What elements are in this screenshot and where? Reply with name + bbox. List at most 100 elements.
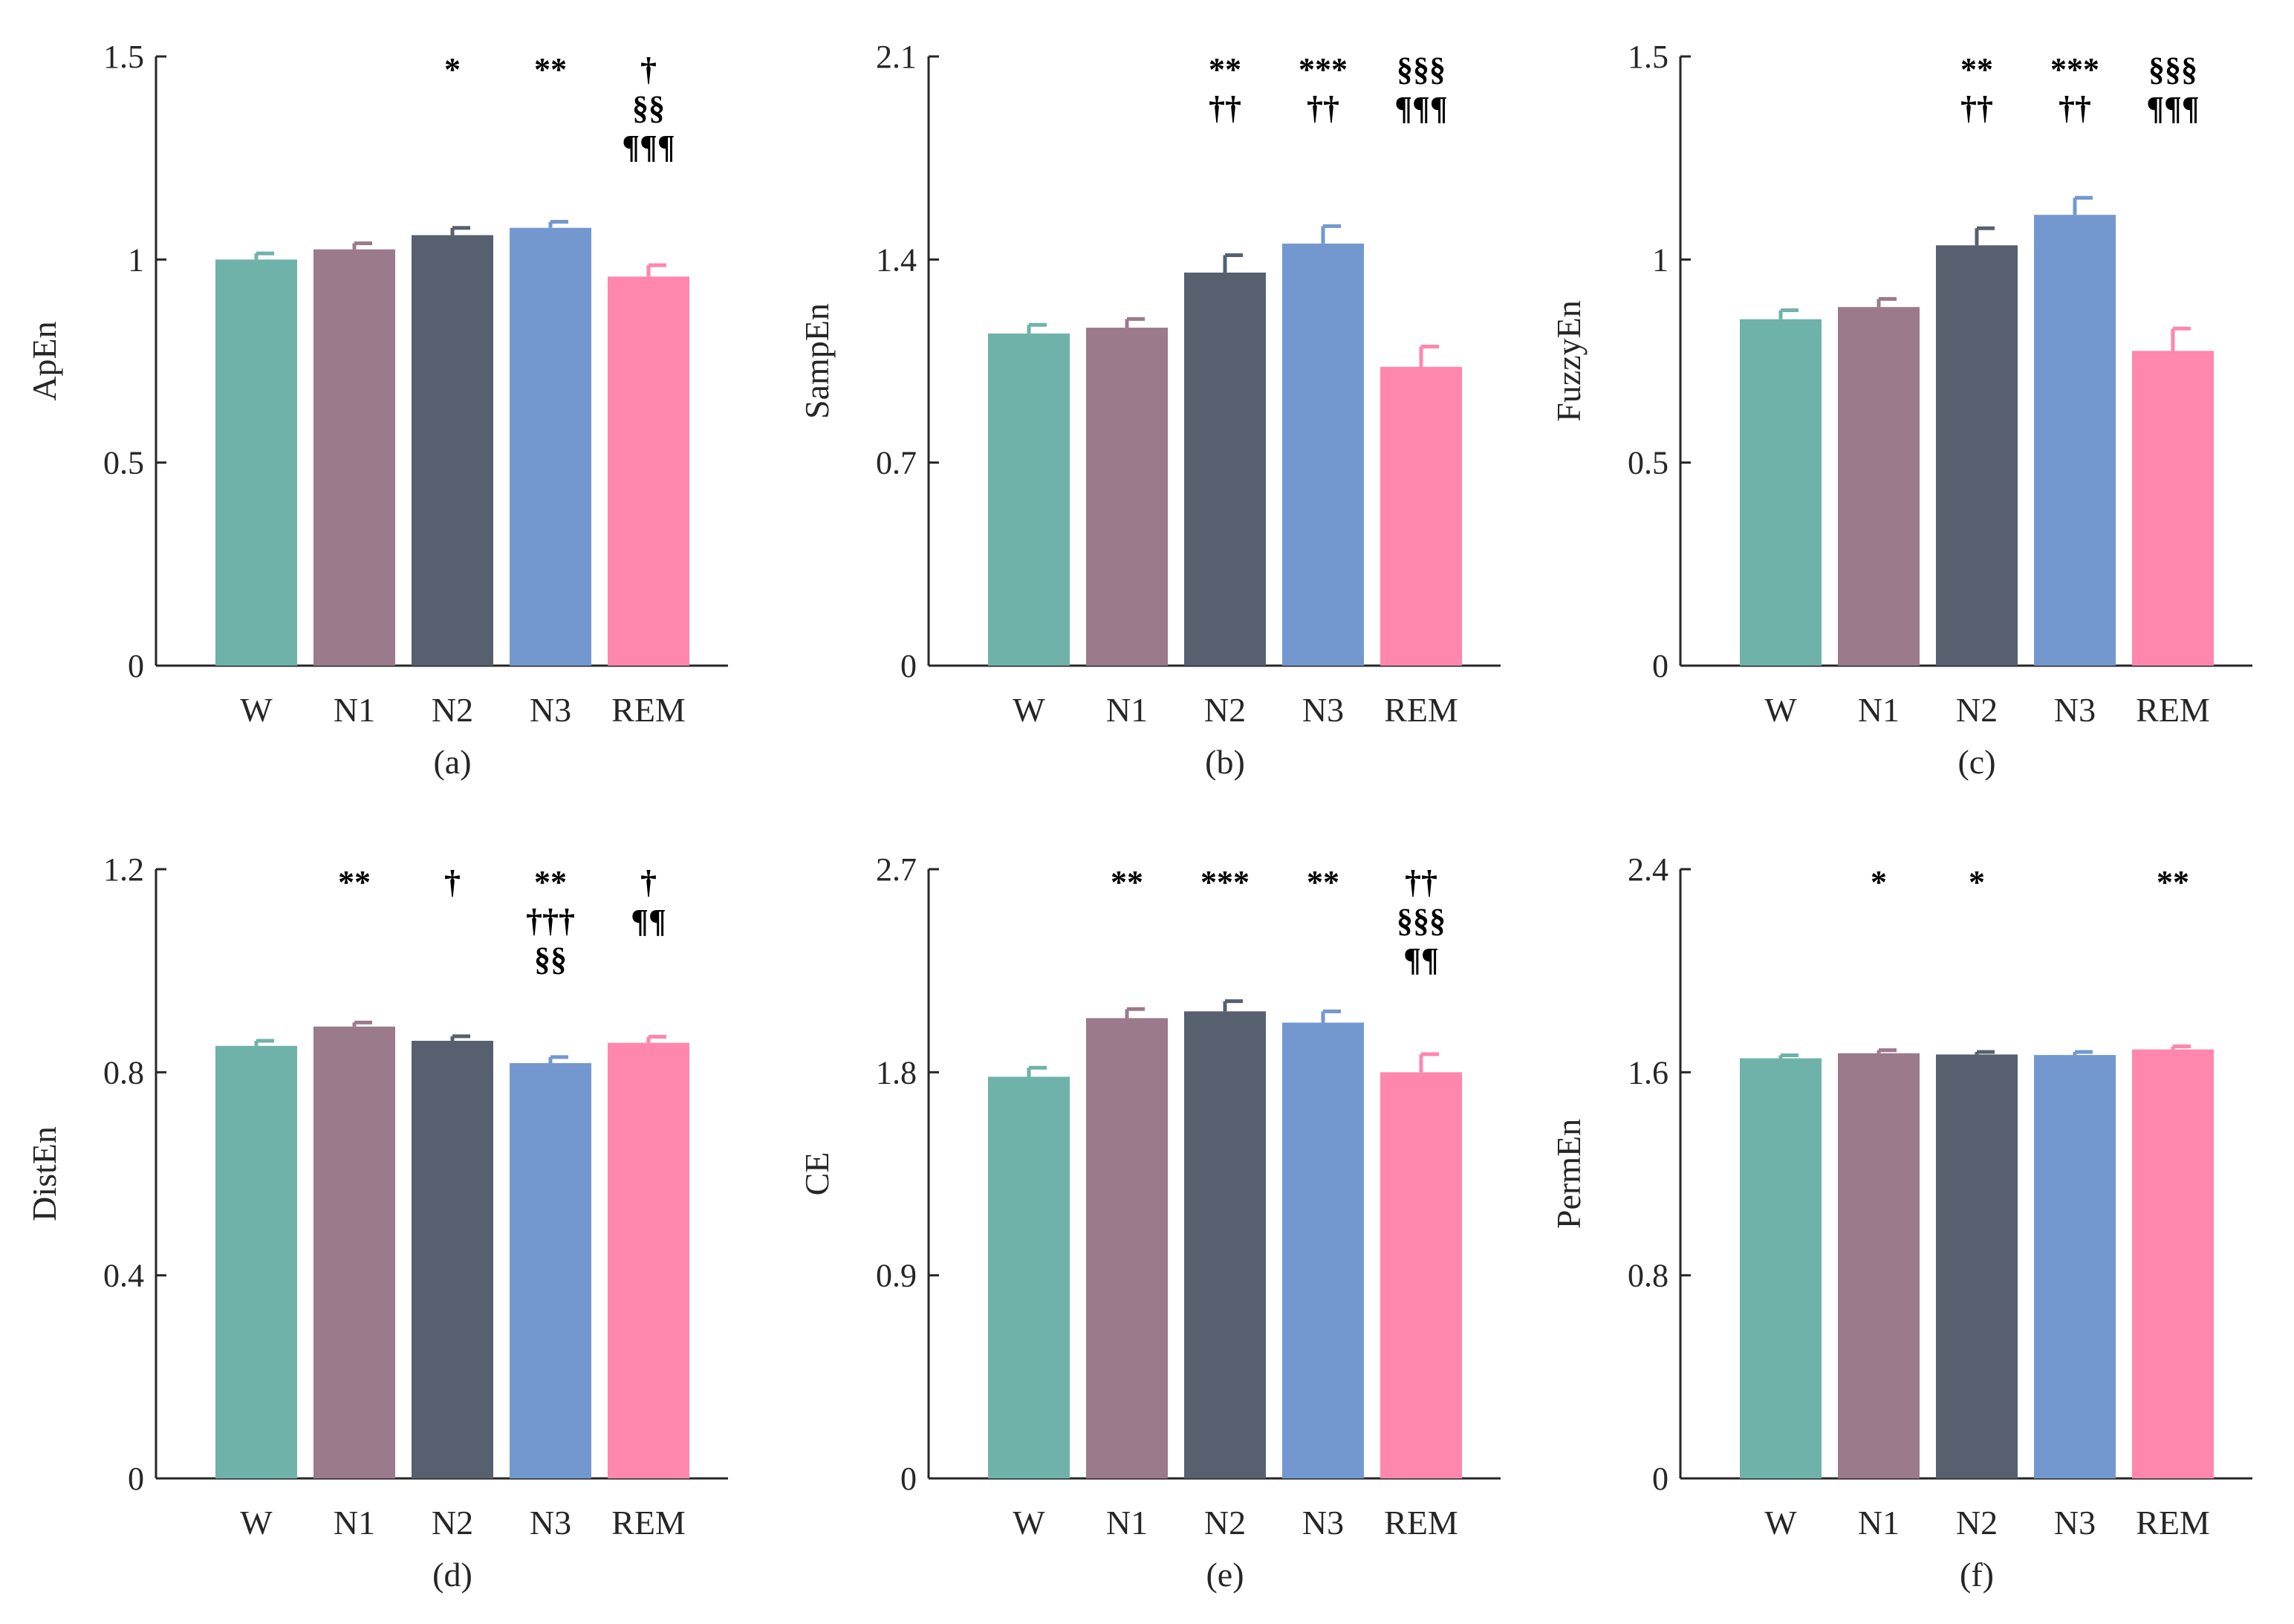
bar-n2 xyxy=(1936,245,2018,666)
bar-w xyxy=(988,1076,1070,1478)
significance-marker: *** xyxy=(1299,51,1348,88)
x-tick-label-n3: N3 xyxy=(1302,1504,1344,1542)
x-tick-label-n1: N1 xyxy=(1106,691,1148,729)
x-tick-label-rem: REM xyxy=(2136,1504,2210,1542)
y-tick-label: 0.9 xyxy=(876,1258,917,1294)
y-tick-label: 0 xyxy=(1652,648,1668,684)
significance-marker: † xyxy=(640,51,657,88)
significance-marker: §§ xyxy=(632,90,665,126)
x-tick-label-n2: N2 xyxy=(1204,1504,1246,1542)
bar-n3 xyxy=(2034,215,2116,666)
significance-marker: ** xyxy=(1111,864,1143,900)
x-tick-label-w: W xyxy=(1764,691,1797,729)
significance-marker: * xyxy=(1969,864,1985,900)
x-tick-label-w: W xyxy=(1013,691,1045,729)
bar-n3 xyxy=(1282,1022,1364,1478)
x-tick-label-n2: N2 xyxy=(1956,691,1998,729)
significance-marker: ** xyxy=(1209,51,1241,88)
bar-n1 xyxy=(1086,328,1168,666)
significance-marker: †† xyxy=(1209,90,1241,126)
bar-rem xyxy=(2132,1049,2214,1478)
bar-rem xyxy=(1380,1072,1462,1478)
significance-marker: †† xyxy=(1307,90,1339,126)
y-tick-label: 0.8 xyxy=(103,1054,144,1091)
y-tick-label: 1.8 xyxy=(876,1054,917,1091)
x-tick-label-rem: REM xyxy=(2136,691,2210,729)
bar-n1 xyxy=(313,249,395,666)
x-tick-label-rem: REM xyxy=(1384,691,1458,729)
significance-marker: §§ xyxy=(534,941,567,978)
x-tick-label-w: W xyxy=(240,1504,273,1542)
y-tick-label: 0 xyxy=(128,1461,144,1497)
bar-n1 xyxy=(1086,1018,1168,1478)
x-tick-label-n1: N1 xyxy=(1106,1504,1148,1542)
x-tick-label-n1: N1 xyxy=(334,691,375,729)
bar-rem xyxy=(2132,351,2214,666)
significance-marker: ¶¶¶ xyxy=(622,129,675,165)
x-tick-label-n3: N3 xyxy=(530,691,571,729)
significance-marker: † xyxy=(640,864,657,900)
panel-caption: (b) xyxy=(1205,743,1245,781)
significance-marker: ¶¶ xyxy=(1403,941,1439,978)
x-tick-label-w: W xyxy=(1013,1504,1045,1542)
x-tick-label-n3: N3 xyxy=(1302,691,1344,729)
significance-marker: † xyxy=(444,864,461,900)
x-tick-label-rem: REM xyxy=(1384,1504,1458,1542)
significance-marker: * xyxy=(444,51,461,88)
significance-marker: *** xyxy=(1200,864,1250,900)
bar-n2 xyxy=(1184,1011,1266,1478)
bar-rem xyxy=(608,276,689,666)
significance-marker: ** xyxy=(534,51,567,88)
x-tick-label-n3: N3 xyxy=(2054,691,2096,729)
significance-marker: ** xyxy=(2157,864,2189,900)
significance-marker: ¶¶¶ xyxy=(1394,90,1447,126)
panel-caption: (f) xyxy=(1960,1556,1994,1594)
bar-n1 xyxy=(1838,1053,1920,1478)
significance-marker: ¶¶¶ xyxy=(2146,90,2199,126)
significance-marker: ** xyxy=(1307,864,1339,900)
bar-n2 xyxy=(412,235,493,666)
y-tick-label: 1.5 xyxy=(1628,39,1668,75)
y-tick-label: 0.8 xyxy=(1628,1258,1668,1294)
x-tick-label-n3: N3 xyxy=(2054,1504,2096,1542)
panel-caption: (e) xyxy=(1206,1556,1244,1594)
significance-marker: ** xyxy=(338,864,371,900)
significance-marker: *** xyxy=(2050,51,2099,88)
chart-panel-f: 0 0.8 1.6 2.4 PermEn W N1 * N2 * N3 REM ** (f) xyxy=(1550,851,2252,1594)
y-tick-label: 1.2 xyxy=(103,851,144,888)
y-tick-label: 1.5 xyxy=(103,39,144,75)
bar-n1 xyxy=(1838,307,1920,666)
bar-n3 xyxy=(510,227,591,666)
significance-marker: ††† xyxy=(526,903,575,939)
y-tick-label: 0.7 xyxy=(876,445,917,481)
x-tick-label-rem: REM xyxy=(611,1504,686,1542)
y-axis-label: CE xyxy=(798,1152,836,1196)
y-tick-label: 0 xyxy=(900,1461,917,1497)
chart-panel-a: 0 0.5 1 1.5 ApEn W N1 N2 * N3 ** REM †§§¶¶¶ (a) xyxy=(25,39,728,781)
bar-n3 xyxy=(510,1063,591,1478)
x-tick-label-rem: REM xyxy=(611,691,686,729)
y-tick-label: 2.1 xyxy=(876,39,917,75)
significance-marker: * xyxy=(1871,864,1887,900)
y-tick-label: 2.4 xyxy=(1628,851,1668,888)
y-axis-label: SampEn xyxy=(798,303,836,419)
bar-n2 xyxy=(412,1040,493,1478)
significance-marker: ** xyxy=(534,864,567,900)
y-tick-label: 0 xyxy=(900,648,917,684)
bar-w xyxy=(988,333,1070,666)
bar-rem xyxy=(608,1042,689,1478)
y-tick-label: 0 xyxy=(128,648,144,684)
y-axis-label: PermEn xyxy=(1550,1119,1588,1229)
y-tick-label: 1 xyxy=(128,241,144,278)
bar-n1 xyxy=(313,1026,395,1478)
y-tick-label: 0.4 xyxy=(103,1258,144,1294)
y-tick-label: 0.5 xyxy=(103,445,144,481)
x-tick-label-w: W xyxy=(240,691,273,729)
x-tick-label-n3: N3 xyxy=(530,1504,571,1542)
bar-rem xyxy=(1380,366,1462,666)
y-axis-label: DistEn xyxy=(25,1126,63,1221)
y-tick-label: 2.7 xyxy=(876,851,917,888)
